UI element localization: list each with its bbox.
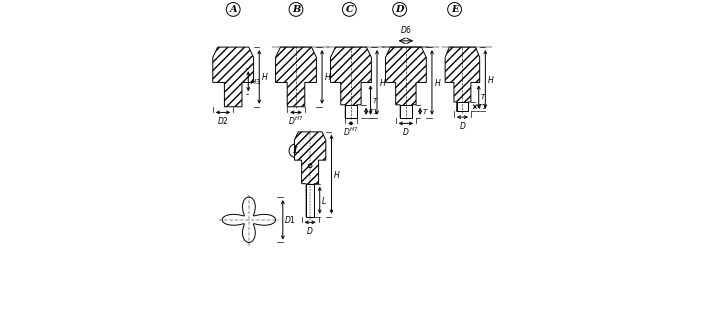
Polygon shape [306,184,314,217]
Text: $D^{H7}$: $D^{H7}$ [288,115,304,127]
Polygon shape [457,102,468,111]
Text: C: C [345,5,353,14]
Text: L: L [292,146,300,155]
Polygon shape [401,105,411,118]
Text: D: D [395,5,404,14]
Text: A: A [230,5,237,14]
Text: $H$: $H$ [487,74,494,85]
Text: $D$: $D$ [459,120,466,131]
Polygon shape [213,47,254,107]
Text: $T$: $T$ [481,92,487,101]
Polygon shape [385,47,426,118]
Text: $H$: $H$ [379,77,386,88]
Text: $D$: $D$ [402,126,409,137]
Text: $D6$: $D6$ [400,24,412,35]
Text: $H$: $H$ [433,77,441,88]
Text: E: E [451,5,458,14]
Text: $T1$: $T1$ [368,107,378,116]
Text: $D1$: $D1$ [284,214,297,225]
Text: $D^{H7}$: $D^{H7}$ [343,126,358,138]
Text: $T$: $T$ [422,107,428,116]
Text: $T$: $T$ [372,95,379,105]
Text: $D$: $D$ [306,225,314,236]
Text: B: B [292,5,300,14]
Text: $H$: $H$ [324,71,332,83]
Polygon shape [294,132,326,217]
Polygon shape [345,105,356,118]
Text: $D2$: $D2$ [217,115,229,126]
Text: $H$: $H$ [333,169,340,180]
Text: $H$: $H$ [261,71,268,83]
Polygon shape [276,47,316,107]
Polygon shape [222,197,276,242]
Text: $L$: $L$ [321,195,327,206]
Text: $H3$: $H3$ [250,77,261,86]
Polygon shape [331,47,371,118]
Polygon shape [445,47,480,111]
Text: $T1$: $T1$ [476,102,486,111]
